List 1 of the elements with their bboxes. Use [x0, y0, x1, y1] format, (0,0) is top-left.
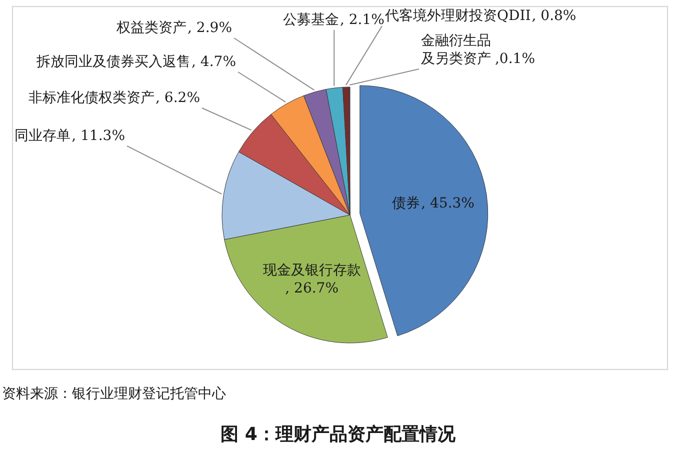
title: 图 4：理财产品资产配置情况: [220, 424, 456, 445]
